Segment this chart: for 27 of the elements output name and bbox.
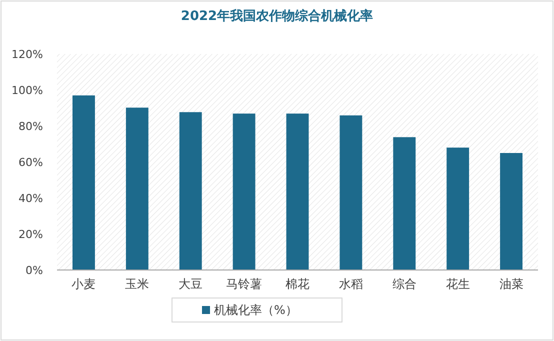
bar xyxy=(232,114,256,270)
bar xyxy=(393,137,416,270)
y-tick-label: 120% xyxy=(12,48,43,61)
y-tick-label: 100% xyxy=(12,84,43,97)
bar xyxy=(126,108,148,270)
x-tick-label: 棉花 xyxy=(286,277,310,291)
y-tick-label: 60% xyxy=(18,156,43,169)
bar xyxy=(446,148,470,270)
x-tick-label: 花生 xyxy=(446,277,470,291)
legend-label: 机械化率（%） xyxy=(214,303,298,317)
y-tick-label: 0% xyxy=(26,264,43,277)
bar xyxy=(500,153,522,270)
x-tick-label: 水稻 xyxy=(338,277,363,291)
x-tick-label: 大豆 xyxy=(178,277,203,291)
x-tick-label: 玉米 xyxy=(125,277,150,291)
bar xyxy=(72,95,95,270)
y-tick-label: 80% xyxy=(18,120,43,133)
x-tick-label: 马铃薯 xyxy=(226,277,262,291)
bar xyxy=(179,112,202,270)
chart-title: 2022年我国农作物综合机械化率 xyxy=(180,8,374,24)
x-tick-label: 油菜 xyxy=(499,277,524,291)
y-tick-label: 40% xyxy=(18,192,43,205)
y-tick-label: 20% xyxy=(18,228,43,241)
x-tick-label: 综合 xyxy=(392,277,416,291)
x-tick-label: 小麦 xyxy=(72,277,96,291)
bar xyxy=(286,114,309,270)
bar xyxy=(340,115,362,270)
